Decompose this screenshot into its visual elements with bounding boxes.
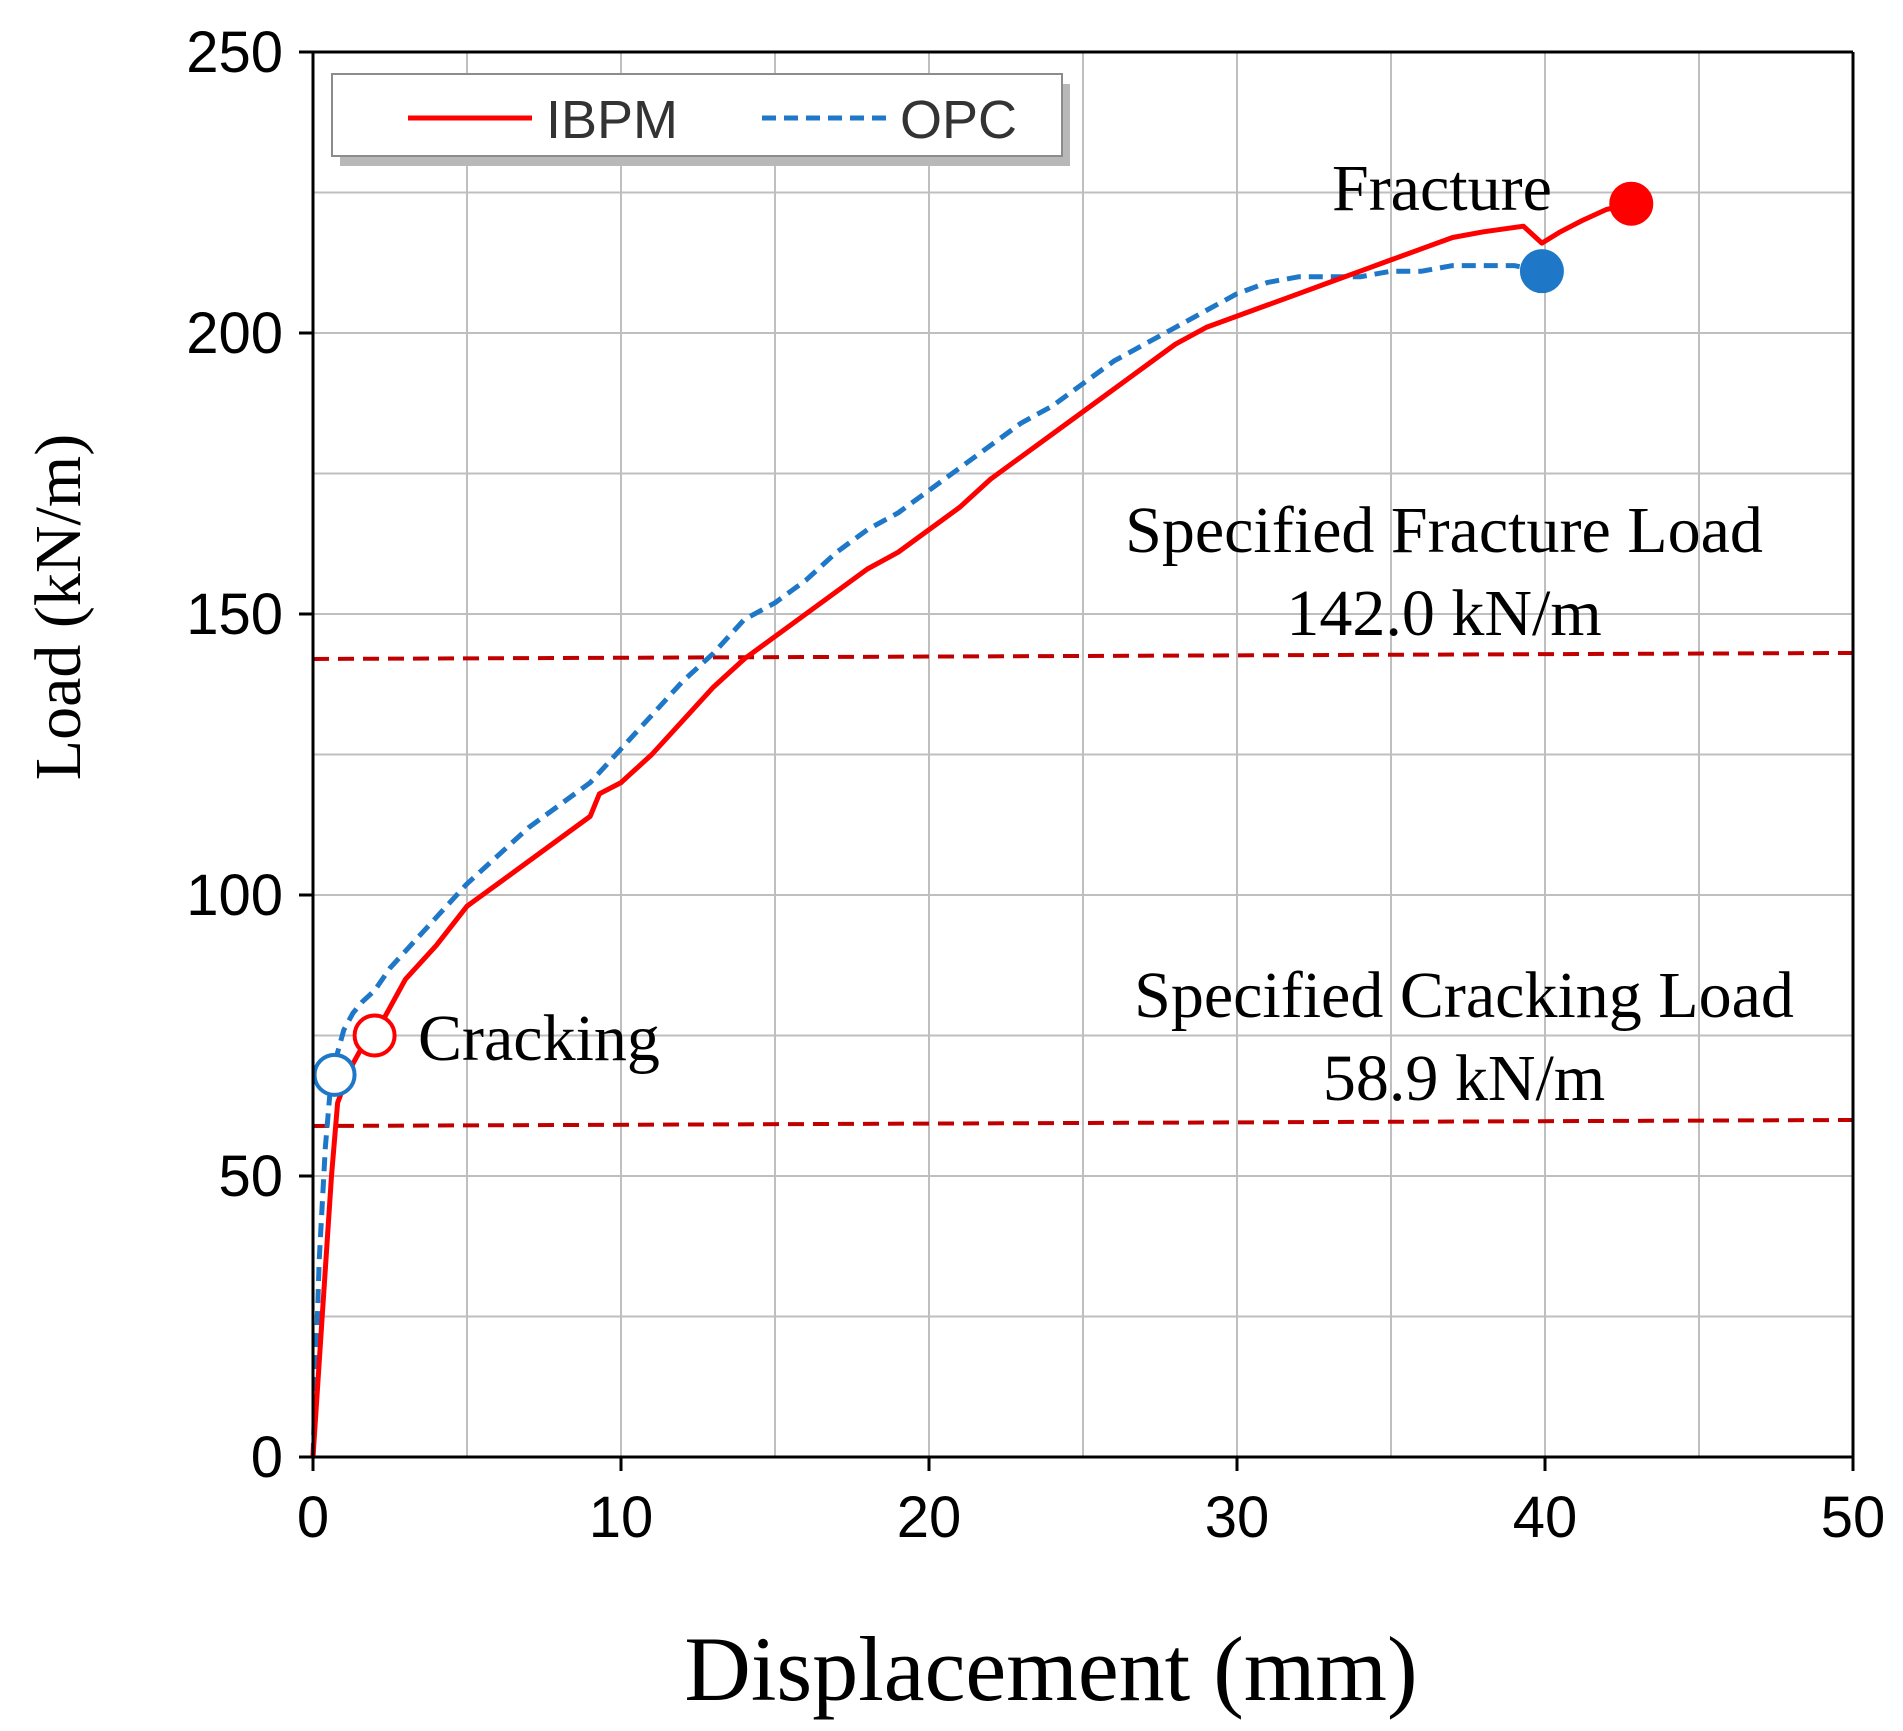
fracture-marker-opc	[1519, 249, 1564, 294]
fracture-load-value: 142.0 kN/m	[1286, 577, 1601, 650]
x-tick-label: 20	[897, 1485, 962, 1550]
y-tick-label: 200	[186, 301, 283, 366]
y-tick-label: 150	[186, 582, 283, 647]
tick-labels: 0 10 20 30 40 50 0 50 100 150 200 250	[186, 20, 1885, 1550]
cracking-load-value: 58.9 kN/m	[1323, 1042, 1605, 1115]
fracture-annotation: Fracture	[1332, 152, 1552, 225]
x-tick-label: 30	[1205, 1485, 1270, 1550]
legend-opc-label: OPC	[900, 90, 1017, 150]
x-axis-title: Displacement (mm)	[684, 1618, 1417, 1720]
series-line-opc	[310, 263, 1543, 1458]
axes	[299, 50, 1855, 1471]
legend: IBPM OPC	[331, 73, 1070, 166]
fracture-marker-ibpm	[1609, 181, 1654, 226]
series-line-ibpm	[310, 201, 1632, 1458]
y-tick-label: 50	[218, 1144, 283, 1209]
cracking-marker-ibpm	[352, 1013, 397, 1058]
x-tick-label: 50	[1821, 1485, 1886, 1550]
fracture-load-line	[312, 650, 1854, 661]
y-tick-label: 100	[186, 863, 283, 928]
legend-ibpm-label: IBPM	[546, 90, 678, 150]
x-tick-label: 10	[589, 1485, 654, 1550]
cracking-load-line	[312, 1117, 1854, 1128]
grid	[313, 52, 1853, 1457]
cracking-load-label: Specified Cracking Load	[1134, 959, 1794, 1032]
x-tick-label: 0	[297, 1485, 329, 1550]
y-tick-label: 250	[186, 20, 283, 85]
reference-lines	[312, 650, 1854, 1128]
x-tick-label: 40	[1513, 1485, 1578, 1550]
cracking-annotation: Cracking	[418, 1002, 660, 1075]
y-tick-label: 0	[251, 1425, 283, 1490]
event-markers	[312, 181, 1654, 1097]
y-axis-title: Load (kN/m)	[22, 434, 95, 780]
fracture-load-label: Specified Fracture Load	[1125, 494, 1763, 567]
cracking-marker-opc	[312, 1052, 357, 1097]
series-lines	[310, 201, 1632, 1458]
